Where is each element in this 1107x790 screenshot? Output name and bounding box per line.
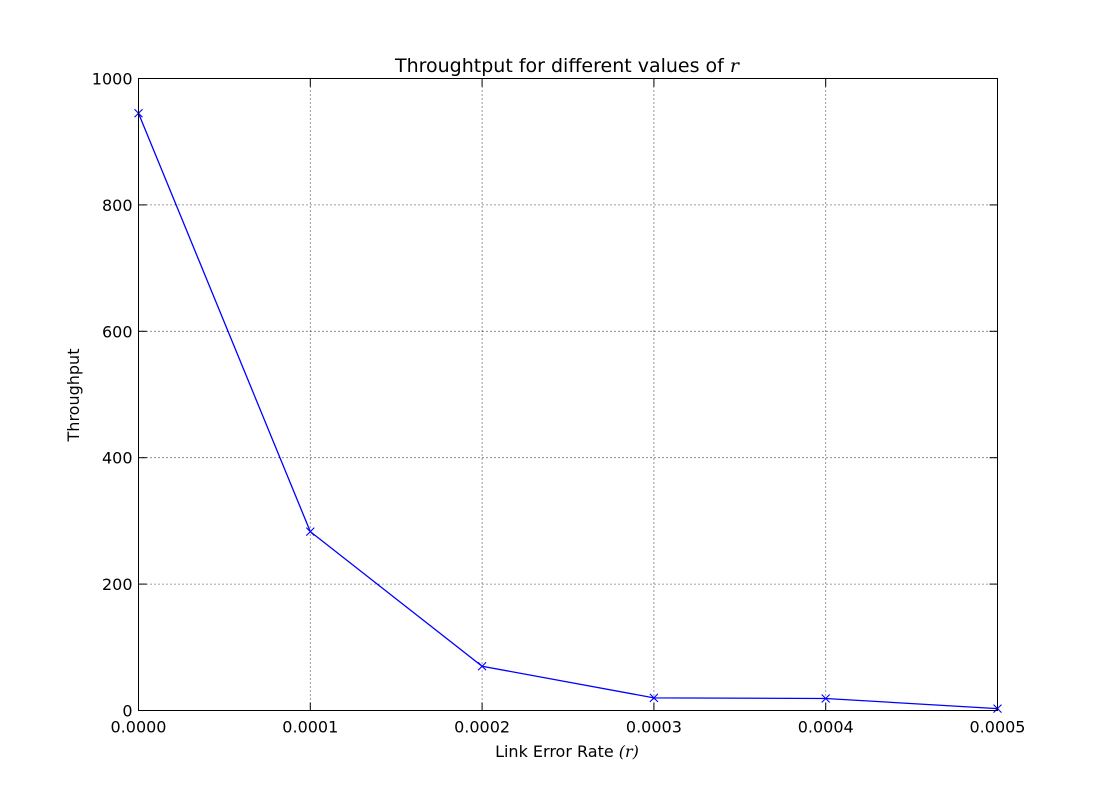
chart-title: Throughtput for different values of r	[394, 55, 741, 77]
x-tick-label: 0.0005	[970, 718, 1026, 737]
data-point-marker	[305, 527, 315, 537]
series-line	[137, 113, 998, 710]
chart-title-math: r	[730, 55, 741, 77]
x-tick-label: 0.0003	[626, 718, 682, 737]
x-tick-label: 0.0001	[282, 718, 338, 737]
x-axis-label-text: Link Error Rate	[495, 742, 619, 761]
x-tick-label: 0.0000	[111, 718, 167, 737]
y-tick-label: 200	[102, 575, 133, 594]
x-tick-label: 0.0002	[454, 718, 510, 737]
axis-ticks	[138, 78, 998, 711]
y-tick-label: 800	[102, 196, 133, 215]
plot-frame	[138, 78, 998, 711]
y-axis-label: Throughput	[64, 349, 83, 443]
y-tick-label: 600	[102, 322, 133, 341]
x-tick-labels: 0.0000 0.0001 0.0002 0.0003 0.0004 0.0005	[111, 718, 1026, 737]
series-layer	[134, 108, 1002, 713]
chart-title-text: Throughtput for different values of	[394, 55, 730, 77]
x-tick-label: 0.0004	[798, 718, 854, 737]
y-tick-label: 1000	[92, 70, 133, 89]
data-point-marker	[821, 694, 831, 703]
y-tick-label: 0	[122, 702, 132, 721]
grid-lines	[138, 78, 998, 711]
x-axis-label-math: (r)	[619, 742, 639, 761]
data-point-marker	[649, 693, 659, 703]
y-tick-label: 400	[102, 449, 133, 468]
x-axis-label: Link Error Rate (r)	[495, 742, 639, 761]
data-point-marker	[477, 661, 487, 671]
y-tick-labels: 0 200 400 600 800 1000	[92, 70, 133, 721]
